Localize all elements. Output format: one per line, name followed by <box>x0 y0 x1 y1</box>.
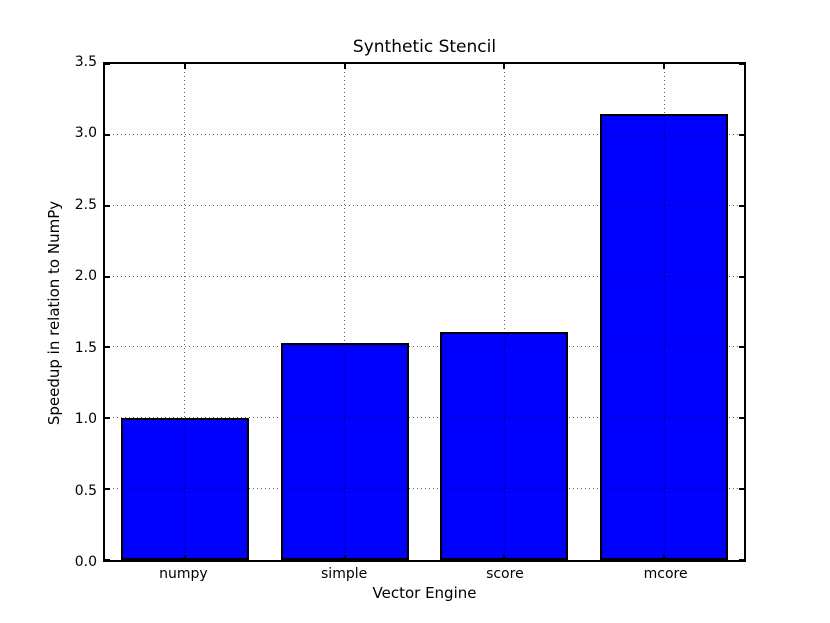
y-tick-label: 1.5 <box>74 339 97 356</box>
x-tick-mark <box>663 64 666 69</box>
y-tick-mark <box>105 204 110 207</box>
x-tick-mark <box>183 64 186 69</box>
y-axis-label-text: Speedup in relation to NumPy <box>45 200 63 426</box>
y-tick-mark <box>105 133 110 136</box>
y-tick-mark <box>105 63 110 65</box>
y-tick-mark <box>739 346 744 349</box>
gridline-horizontal <box>105 346 744 348</box>
gridline-horizontal <box>105 417 744 419</box>
x-tick-mark <box>343 64 346 69</box>
y-tick-label: 0.5 <box>74 482 97 499</box>
y-tick-mark <box>739 488 744 491</box>
x-tick-mark <box>183 555 186 560</box>
gridline-vertical <box>503 64 505 560</box>
y-tick-label: 0.0 <box>74 554 97 570</box>
y-tick-label: 3.0 <box>74 125 97 142</box>
gridline-vertical <box>344 64 346 560</box>
gridline-vertical <box>184 64 186 560</box>
y-tick-label: 3.5 <box>74 54 97 70</box>
gridline-horizontal <box>105 204 744 206</box>
y-tick-mark <box>105 417 110 420</box>
y-tick-label: 1.0 <box>74 411 97 428</box>
x-tick-label-score: score <box>486 566 524 582</box>
y-tick-mark <box>739 559 744 561</box>
x-tick-label-simple: simple <box>321 566 368 582</box>
y-tick-mark <box>739 63 744 65</box>
y-tick-label: 2.0 <box>74 268 97 285</box>
gridline-horizontal <box>105 275 744 277</box>
y-tick-mark <box>105 275 110 278</box>
x-tick-mark <box>503 555 506 560</box>
x-tick-label-mcore: mcore <box>643 566 688 582</box>
gridline-horizontal <box>105 488 744 490</box>
x-tick-mark <box>503 64 506 69</box>
x-axis-label: Vector Engine <box>372 584 477 602</box>
gridline-vertical <box>663 64 665 560</box>
y-tick-mark <box>739 204 744 207</box>
y-tick-mark <box>739 133 744 136</box>
plot-area <box>103 62 746 562</box>
y-tick-mark <box>105 488 110 491</box>
y-tick-label: 2.5 <box>74 196 97 213</box>
y-tick-mark <box>105 346 110 349</box>
y-tick-mark <box>739 417 744 420</box>
x-tick-label-numpy: numpy <box>159 566 208 582</box>
x-tick-mark <box>663 555 666 560</box>
gridline-horizontal <box>105 133 744 135</box>
y-tick-mark <box>739 275 744 278</box>
y-tick-mark <box>105 559 110 561</box>
x-tick-mark <box>343 555 346 560</box>
chart-title: Synthetic Stencil <box>352 37 497 57</box>
